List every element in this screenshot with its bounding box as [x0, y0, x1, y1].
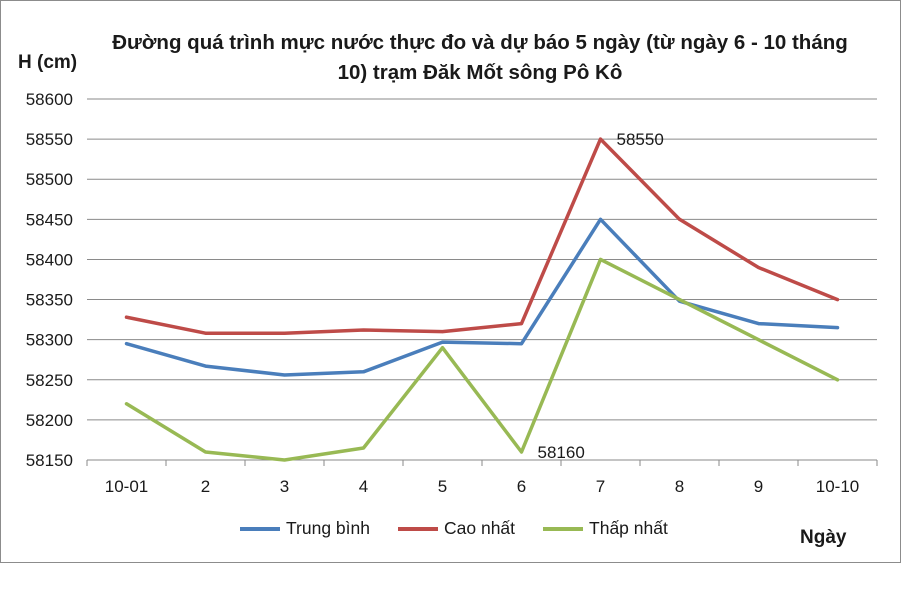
data-point — [520, 342, 523, 346]
x-tick-label: 2 — [201, 477, 210, 496]
legend-swatch-thap-nhat — [543, 526, 584, 531]
data-point — [599, 257, 602, 261]
legend-item-cao-nhat: Cao nhất — [398, 518, 515, 539]
legend-label-trung-binh: Trung bình — [286, 518, 370, 538]
x-tick-label: 10-10 — [816, 477, 859, 496]
x-tick-label: 9 — [754, 477, 763, 496]
y-tick-label: 58200 — [26, 411, 73, 430]
data-point — [125, 402, 128, 406]
legend-swatch-cao-nhat — [398, 526, 438, 531]
legend-label-thap-nhat: Thấp nhất — [589, 518, 668, 538]
y-tick-label: 58500 — [26, 170, 73, 189]
chart-title: Đường quá trình mực nước thực đo và dự b… — [112, 31, 848, 84]
data-point — [678, 298, 681, 302]
legend: Trung bình Cao nhất Thấp nhất — [240, 518, 696, 539]
data-point — [520, 322, 523, 326]
series-line-0 — [124, 217, 840, 377]
x-tick-label: 4 — [359, 477, 368, 496]
data-point — [757, 322, 760, 326]
series-line-1 — [124, 137, 840, 335]
data-point — [204, 331, 207, 335]
x-tick-label: 6 — [517, 477, 526, 496]
data-point — [757, 338, 760, 342]
series-line-2 — [124, 257, 840, 462]
data-point — [204, 450, 207, 454]
data-point — [599, 137, 602, 141]
x-tick-label: 7 — [596, 477, 605, 496]
data-point — [204, 364, 207, 368]
data-point — [362, 328, 365, 332]
y-axis-label: H (cm) — [18, 52, 78, 73]
legend-label-cao-nhat: Cao nhất — [444, 518, 516, 538]
legend-swatch-trung-binh — [240, 526, 280, 531]
legend-item-trung-binh: Trung bình — [240, 518, 370, 539]
data-point — [757, 265, 760, 269]
data-point — [362, 446, 365, 450]
x-tick-label: 5 — [438, 477, 447, 496]
data-point — [599, 217, 602, 221]
y-tick-label: 58400 — [26, 250, 73, 269]
y-tick-label: 58350 — [26, 291, 73, 310]
data-point — [125, 342, 128, 346]
y-tick-label: 58300 — [26, 331, 73, 350]
y-tick-label: 58600 — [26, 90, 73, 109]
data-point — [520, 450, 523, 454]
data-point — [283, 373, 286, 377]
data-label: 58550 — [617, 130, 664, 149]
y-tick-label: 58450 — [26, 210, 73, 229]
legend-item-thap-nhat: Thấp nhất — [543, 518, 668, 539]
data-point — [441, 330, 444, 334]
y-tick-label: 58150 — [26, 451, 73, 470]
data-point — [125, 315, 128, 319]
x-tick-label: 8 — [675, 477, 684, 496]
data-point — [362, 370, 365, 374]
y-tick-label: 58250 — [26, 371, 73, 390]
y-tick-label: 58550 — [26, 130, 73, 149]
x-tick-label: 10-01 — [105, 477, 148, 496]
data-point — [441, 340, 444, 344]
data-point — [678, 217, 681, 221]
x-tick-label: 3 — [280, 477, 289, 496]
chart-frame — [0, 0, 901, 563]
x-axis-label: Ngày — [800, 527, 847, 548]
data-point — [283, 331, 286, 335]
data-point — [836, 378, 839, 382]
data-point — [283, 458, 286, 462]
data-point — [836, 326, 839, 330]
data-label: 58160 — [538, 443, 585, 462]
data-point — [441, 346, 444, 350]
data-point — [836, 298, 839, 302]
